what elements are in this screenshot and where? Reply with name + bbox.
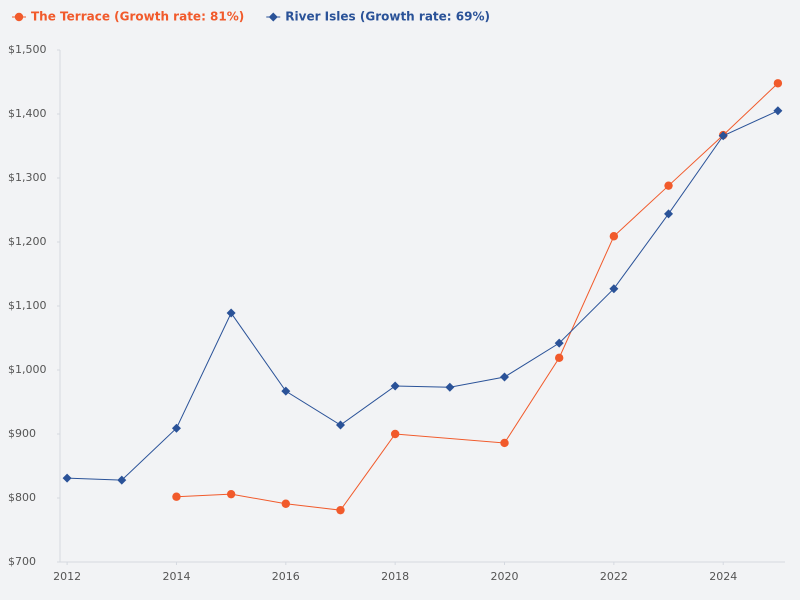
data-point xyxy=(281,499,291,508)
data-point xyxy=(609,284,619,294)
legend-label: River Isles (Growth rate: 69%) xyxy=(285,10,490,24)
x-tick-label: 2020 xyxy=(491,570,519,583)
x-tick-label: 2022 xyxy=(600,570,628,583)
data-point xyxy=(335,420,345,430)
data-point xyxy=(664,209,674,219)
data-point xyxy=(554,353,564,363)
data-point xyxy=(773,79,783,88)
data-point xyxy=(500,372,510,382)
x-tick-label: 2016 xyxy=(272,570,300,583)
series-line xyxy=(67,110,779,481)
data-point xyxy=(390,381,400,391)
y-tick-label: $1,100 xyxy=(8,299,47,312)
y-tick-label: $700 xyxy=(8,555,36,568)
data-point xyxy=(62,473,72,483)
y-tick-label: $1,300 xyxy=(8,171,47,184)
data-point xyxy=(336,505,345,515)
y-tick-label: $1,000 xyxy=(8,363,47,376)
data-point xyxy=(390,429,400,439)
data-point xyxy=(117,475,127,485)
data-point xyxy=(773,106,783,116)
y-tick-label: $1,400 xyxy=(8,107,47,120)
data-point xyxy=(226,489,236,499)
data-point xyxy=(445,382,455,392)
data-point xyxy=(171,423,181,433)
data-point xyxy=(664,181,673,190)
data-point xyxy=(554,338,564,348)
data-point xyxy=(172,492,181,501)
x-tick-label: 2018 xyxy=(381,570,409,583)
x-tick-label: 2014 xyxy=(162,570,190,583)
y-tick-label: $900 xyxy=(8,427,36,440)
data-point xyxy=(226,308,236,318)
data-point xyxy=(500,438,509,448)
legend-swatch xyxy=(14,12,24,22)
y-tick-label: $1,200 xyxy=(8,235,47,248)
x-tick-label: 2024 xyxy=(709,570,737,583)
x-tick-label: 2012 xyxy=(53,570,81,583)
legend-label: The Terrace (Growth rate: 81%) xyxy=(31,10,244,24)
data-point xyxy=(281,386,291,396)
y-tick-label: $1,500 xyxy=(8,43,47,56)
legend-swatch xyxy=(268,12,278,22)
data-point xyxy=(609,232,619,241)
data-point xyxy=(718,131,728,141)
y-tick-label: $800 xyxy=(8,491,36,504)
